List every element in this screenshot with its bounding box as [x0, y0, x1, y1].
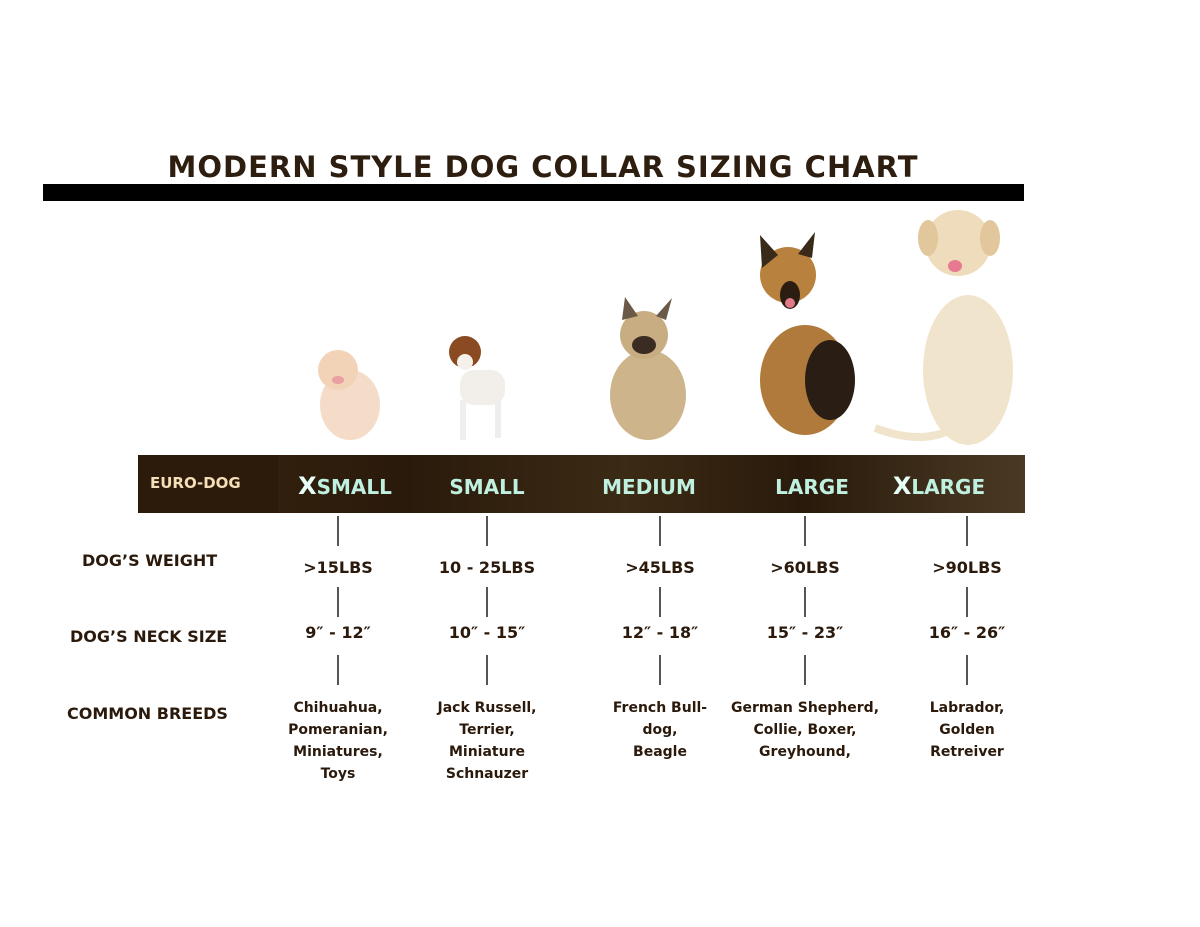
breed-line: Miniatures, [293, 744, 383, 760]
connector-line [337, 655, 339, 685]
breed-line: Pomeranian, [288, 722, 388, 738]
breed-line: dog, [642, 722, 678, 738]
connector-line [486, 516, 488, 546]
title-divider [43, 184, 1024, 201]
weight-row-label: DOG’S WEIGHT [82, 551, 218, 570]
connector-line [804, 587, 806, 617]
size-label-xlarge: XLARGE [892, 472, 986, 500]
dog-photos [318, 210, 1013, 445]
connector-line [659, 587, 661, 617]
connector-line [337, 587, 339, 617]
breed-line: Jack Russell, [437, 700, 537, 716]
connector-line [659, 516, 661, 546]
connector-line [486, 655, 488, 685]
connector-line [966, 655, 968, 685]
german-shepherd-image [760, 232, 855, 435]
breed-line: French Bull- [612, 700, 708, 716]
jack-russell-image [449, 336, 505, 440]
neck-row-label: DOG’S NECK SIZE [70, 627, 228, 646]
connector-line [966, 587, 968, 617]
breeds-list: Chihuahua, Pomeranian, Miniatures, Toys [288, 697, 388, 785]
breed-line: Miniature [448, 744, 525, 760]
size-label-large: LARGE [775, 475, 849, 499]
breed-line: Golden [939, 722, 995, 738]
size-label-medium: MEDIUM [602, 475, 696, 499]
weight-value: >45LBS [625, 558, 695, 577]
connector-line [804, 516, 806, 546]
breeds-list: German Shepherd, Collie, Boxer, Greyhound, [731, 697, 879, 763]
connector-line [966, 516, 968, 546]
size-label-xsmall: XSMALL [298, 472, 392, 500]
weight-value: >90LBS [932, 558, 1002, 577]
breed-line: Chihuahua, [293, 700, 383, 716]
french-bulldog-image [610, 297, 686, 440]
connector-line [804, 655, 806, 685]
breed-line: Collie, Boxer, [753, 722, 857, 738]
neck-size-value: 9″ - 12″ [305, 623, 371, 642]
weight-value: >60LBS [770, 558, 840, 577]
labrador-image [873, 210, 1013, 445]
weight-value: 10 - 25LBS [438, 558, 536, 577]
connector-line [486, 587, 488, 617]
breed-line: German Shepherd, [730, 700, 880, 716]
page-title: MODERN STYLE DOG COLLAR SIZING CHART [167, 150, 919, 184]
connector-line [337, 516, 339, 546]
brand-text: EURO-DOG [150, 474, 241, 492]
neck-size-value: 10″ - 15″ [448, 623, 526, 642]
breeds-list: French Bull-dog, Beagle [613, 697, 707, 763]
breed-line: Retreiver [930, 744, 1004, 760]
breed-line: Beagle [633, 744, 687, 760]
breed-line: Terrier, [459, 722, 515, 738]
neck-size-value: 16″ - 26″ [928, 623, 1006, 642]
weight-value: >15LBS [303, 558, 373, 577]
connector-line [659, 655, 661, 685]
breeds-row-label: COMMON BREEDS [67, 704, 228, 723]
neck-size-value: 15″ - 23″ [766, 623, 844, 642]
breeds-list: Labrador, Golden Retreiver [930, 697, 1005, 763]
neck-size-value: 12″ - 18″ [621, 623, 699, 642]
breed-line: Greyhound, [759, 744, 851, 760]
pomeranian-image [318, 350, 380, 440]
breed-line: Toys [320, 766, 356, 782]
breed-line: Schnauzer [445, 766, 529, 782]
breeds-list: Jack Russell, Terrier, Miniature Schnauzer [438, 697, 537, 785]
size-label-small: SMALL [449, 475, 525, 499]
size-banner: EURO-DOG XSMALL SMALL MEDIUM LARGE XLARG… [138, 455, 1025, 513]
brand-label: EURO-DOG [138, 455, 278, 513]
breed-line: Labrador, [929, 700, 1005, 716]
